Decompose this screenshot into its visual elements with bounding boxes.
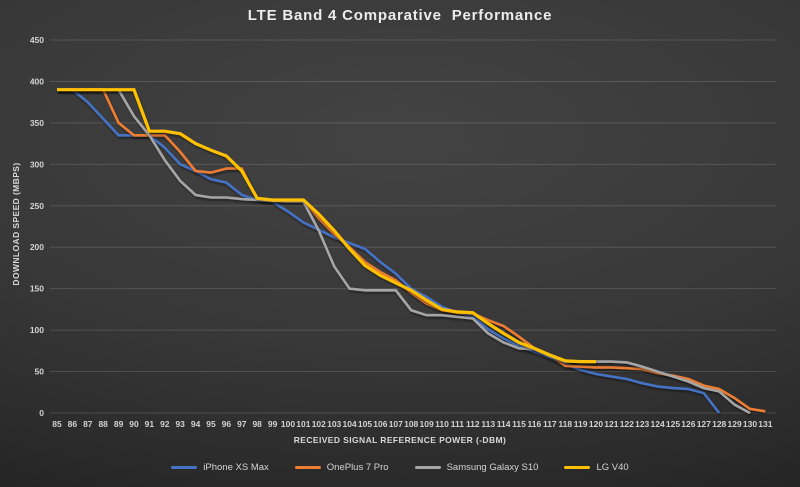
x-tick-label: 93 — [175, 419, 185, 429]
x-tick-label: 92 — [160, 419, 170, 429]
x-tick-label: 101 — [296, 419, 310, 429]
x-tick-label: 117 — [543, 419, 557, 429]
x-tick-label: 124 — [651, 419, 665, 429]
x-tick-label: 118 — [558, 419, 572, 429]
x-tick-label: 87 — [83, 419, 93, 429]
y-tick-label: 400 — [30, 76, 44, 86]
x-tick-label: 113 — [481, 419, 495, 429]
x-tick-label: 129 — [728, 419, 742, 429]
x-tick-label: 96 — [222, 419, 232, 429]
legend-label: OnePlus 7 Pro — [326, 461, 389, 473]
x-tick-label: 131 — [758, 419, 772, 429]
y-tick-label: 350 — [30, 118, 44, 128]
x-tick-label: 114 — [497, 419, 511, 429]
x-tick-label: 121 — [604, 419, 618, 429]
legend-item-oneplus-7-pro: OnePlus 7 Pro — [294, 461, 389, 473]
x-tick-label: 128 — [712, 419, 726, 429]
x-tick-label: 86 — [68, 419, 78, 429]
x-tick-label: 98 — [252, 419, 262, 429]
y-tick-label: 450 — [30, 35, 44, 45]
legend-item-samsung-galaxy-s10: Samsung Galaxy S10 — [414, 461, 539, 473]
x-tick-label: 89 — [114, 419, 124, 429]
y-tick-label: 100 — [30, 325, 44, 335]
x-tick-label: 122 — [620, 419, 634, 429]
x-tick-label: 85 — [52, 419, 62, 429]
y-axis-title: DOWNLOAD SPEED (MBPS) — [11, 162, 21, 286]
y-tick-label: 50 — [35, 367, 45, 377]
x-tick-label: 100 — [281, 419, 295, 429]
x-tick-label: 109 — [420, 419, 434, 429]
x-tick-label: 107 — [389, 419, 403, 429]
x-tick-label: 95 — [206, 419, 216, 429]
x-tick-label: 88 — [98, 419, 108, 429]
legend-swatch — [414, 465, 441, 469]
x-tick-label: 97 — [237, 419, 247, 429]
series-line-iphone-xs-max — [57, 88, 721, 414]
x-tick-label: 119 — [574, 419, 588, 429]
x-tick-label: 94 — [191, 419, 201, 429]
x-tick-label: 127 — [697, 419, 711, 429]
y-tick-label: 250 — [30, 201, 44, 211]
x-tick-label: 130 — [743, 419, 757, 429]
x-tick-label: 111 — [451, 419, 465, 429]
y-tick-label: 150 — [30, 284, 44, 294]
legend-swatch — [294, 465, 321, 469]
y-tick-label: 300 — [30, 159, 44, 169]
x-tick-label: 108 — [404, 419, 418, 429]
series-lines — [57, 88, 766, 415]
gridlines — [50, 39, 776, 414]
x-tick-label: 110 — [435, 419, 449, 429]
x-tick-label: 115 — [512, 419, 526, 429]
series-line-samsung-galaxy-s10 — [57, 88, 751, 415]
x-tick-label: 104 — [343, 419, 357, 429]
x-tick-label: 106 — [373, 419, 387, 429]
legend-label: Samsung Galaxy S10 — [446, 461, 539, 473]
x-tick-label: 112 — [466, 419, 480, 429]
x-tick-label: 103 — [327, 419, 341, 429]
x-tick-label: 123 — [635, 419, 649, 429]
legend-item-lg-v40: LG V40 — [564, 461, 629, 473]
legend-item-iphone-xs-max: iPhone XS Max — [171, 461, 269, 473]
x-axis-tick-labels: 85 86 87 88 89 90 91 92 93 94 95 96 97 98 99 100 101 102 1… — [52, 419, 772, 429]
series-line-lg-v40 — [57, 88, 596, 364]
series-line-oneplus-7-pro — [57, 88, 766, 413]
x-tick-label: 125 — [666, 419, 680, 429]
x-tick-label: 90 — [129, 419, 139, 429]
chart-title: LTE Band 4 Comparative Performance — [247, 7, 553, 24]
x-tick-label: 105 — [358, 419, 372, 429]
y-axis-tick-labels: 0 50 100 150 200 250 300 350 400 450 — [30, 35, 44, 418]
y-tick-label: 200 — [30, 242, 44, 252]
x-axis-title: RECEIVED SIGNAL REFERENCE POWER (-DBM) — [293, 435, 507, 445]
legend-label: iPhone XS Max — [203, 461, 269, 473]
x-tick-label: 120 — [589, 419, 603, 429]
x-tick-label: 99 — [268, 419, 278, 429]
legend-label: LG V40 — [596, 461, 629, 473]
y-tick-label: 0 — [39, 408, 44, 418]
legend-swatch — [564, 465, 591, 469]
x-tick-label: 91 — [145, 419, 155, 429]
x-tick-label: 116 — [528, 419, 542, 429]
x-tick-label: 102 — [312, 419, 326, 429]
legend: iPhone XS Max OnePlus 7 Pro Samsung Galaxy… — [0, 459, 800, 475]
legend-swatch — [171, 465, 198, 469]
x-tick-label: 126 — [681, 419, 695, 429]
